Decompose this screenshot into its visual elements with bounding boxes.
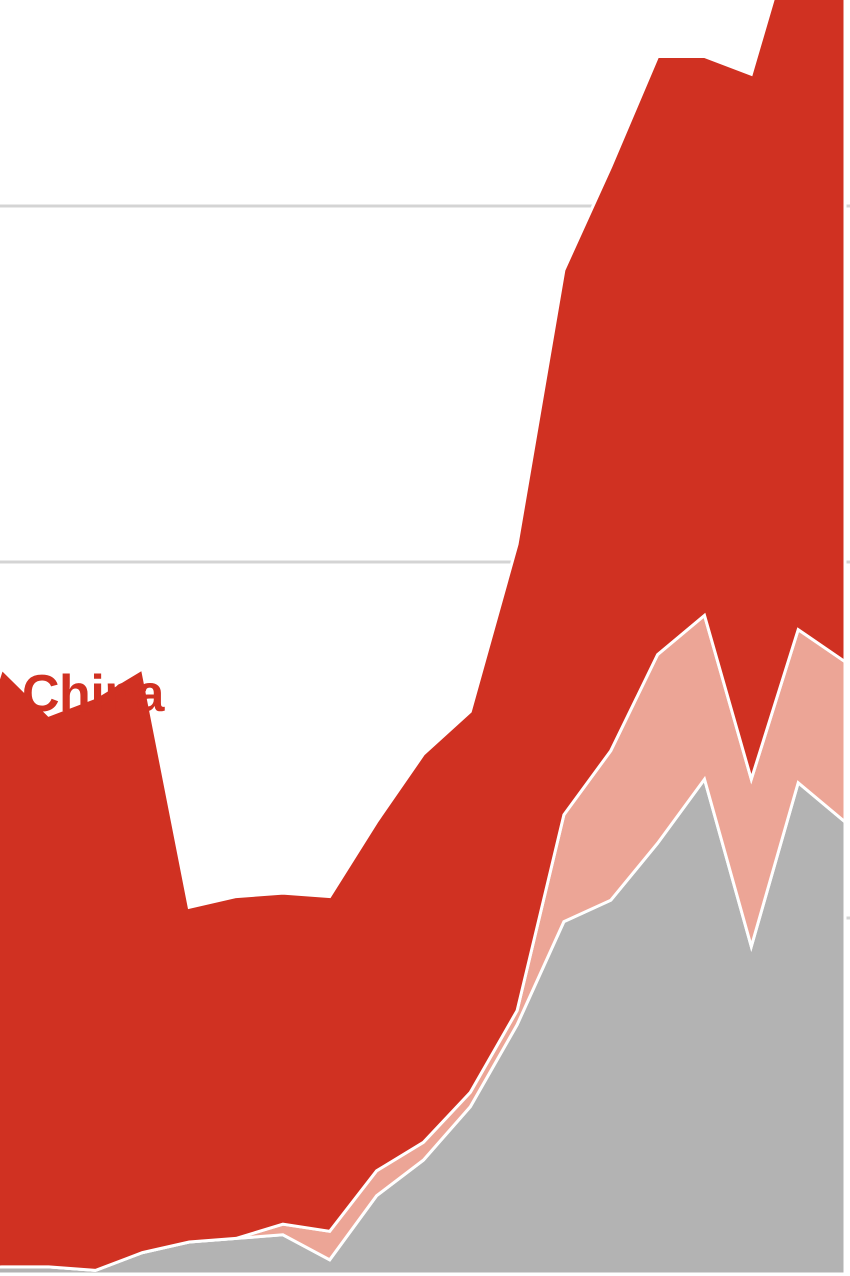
series-label-china: China: [22, 665, 164, 723]
